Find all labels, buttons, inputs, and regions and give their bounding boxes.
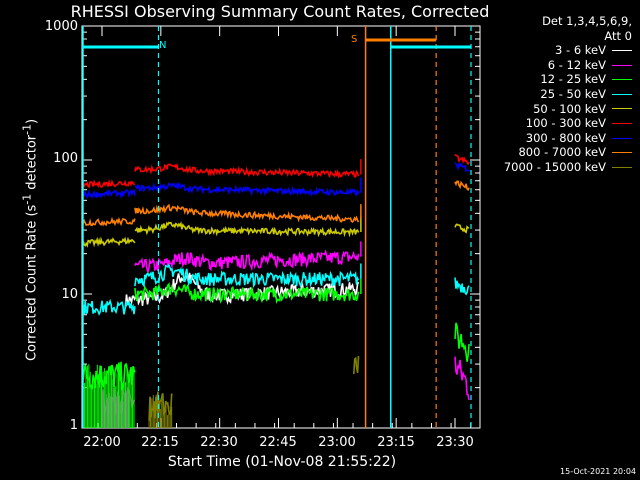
legend-entry: 6 - 12 keV <box>504 58 632 73</box>
series-line <box>82 236 136 248</box>
legend-header-detectors: Det 1,3,4,5,6,9, <box>542 14 632 28</box>
series-line <box>82 298 136 316</box>
x-tick-label: 23:15 <box>377 435 415 450</box>
legend-entry: 7000 - 15000 keV <box>504 160 632 175</box>
x-tick-label: 22:00 <box>83 435 121 450</box>
series-line <box>82 188 136 200</box>
series-line <box>134 221 360 238</box>
y-tick-label: 100 <box>53 151 78 166</box>
legend-entry: 300 - 800 keV <box>504 131 632 146</box>
series-line <box>353 356 360 375</box>
x-tick-label: 22:30 <box>200 435 238 450</box>
series-line <box>134 203 360 223</box>
series-line <box>454 180 470 192</box>
x-tick-label: 22:15 <box>141 435 179 450</box>
series-line <box>82 216 136 227</box>
legend-entry: 3 - 6 keV <box>504 43 632 58</box>
marker-label-s: S <box>351 34 358 45</box>
legend-entry: 25 - 50 keV <box>504 87 632 102</box>
y-tick-label: 10 <box>61 287 78 302</box>
timestamp: 15-Oct-2021 20:04 <box>560 467 636 476</box>
series-line <box>454 223 470 234</box>
series-line <box>454 162 470 173</box>
legend: Det 1,3,4,5,6,9, Att 0 3 - 6 keV 6 - 12 … <box>504 14 632 175</box>
series-line <box>134 263 360 289</box>
y-tick-label: 1000 <box>44 19 78 34</box>
legend-entry: 100 - 300 keV <box>504 116 632 131</box>
series-line <box>454 322 470 362</box>
x-tick-label: 23:30 <box>436 435 474 450</box>
x-axis-label: Start Time (01-Nov-08 21:55:22) <box>167 454 397 470</box>
series-line <box>134 249 360 273</box>
legend-entry: 800 - 7000 keV <box>504 145 632 160</box>
series-line <box>82 178 136 189</box>
series-line <box>454 277 470 296</box>
y-tick-label: 1 <box>69 418 78 433</box>
series-line <box>454 153 470 166</box>
x-tick-label: 22:45 <box>259 435 297 450</box>
marker-label-n: N <box>159 40 167 51</box>
legend-entry: 50 - 100 keV <box>504 102 632 117</box>
series-line <box>134 162 360 179</box>
legend-header-attenuator: Att 0 <box>604 28 632 43</box>
series-line <box>124 272 360 308</box>
plot-frame <box>81 25 481 429</box>
series-line <box>134 282 360 304</box>
chart-title: RHESSI Observing Summary Count Rates, Co… <box>70 2 490 21</box>
series-line <box>454 356 470 401</box>
legend-entry: 12 - 25 keV <box>504 72 632 87</box>
x-tick-label: 23:00 <box>318 435 356 450</box>
series-line <box>134 181 360 197</box>
